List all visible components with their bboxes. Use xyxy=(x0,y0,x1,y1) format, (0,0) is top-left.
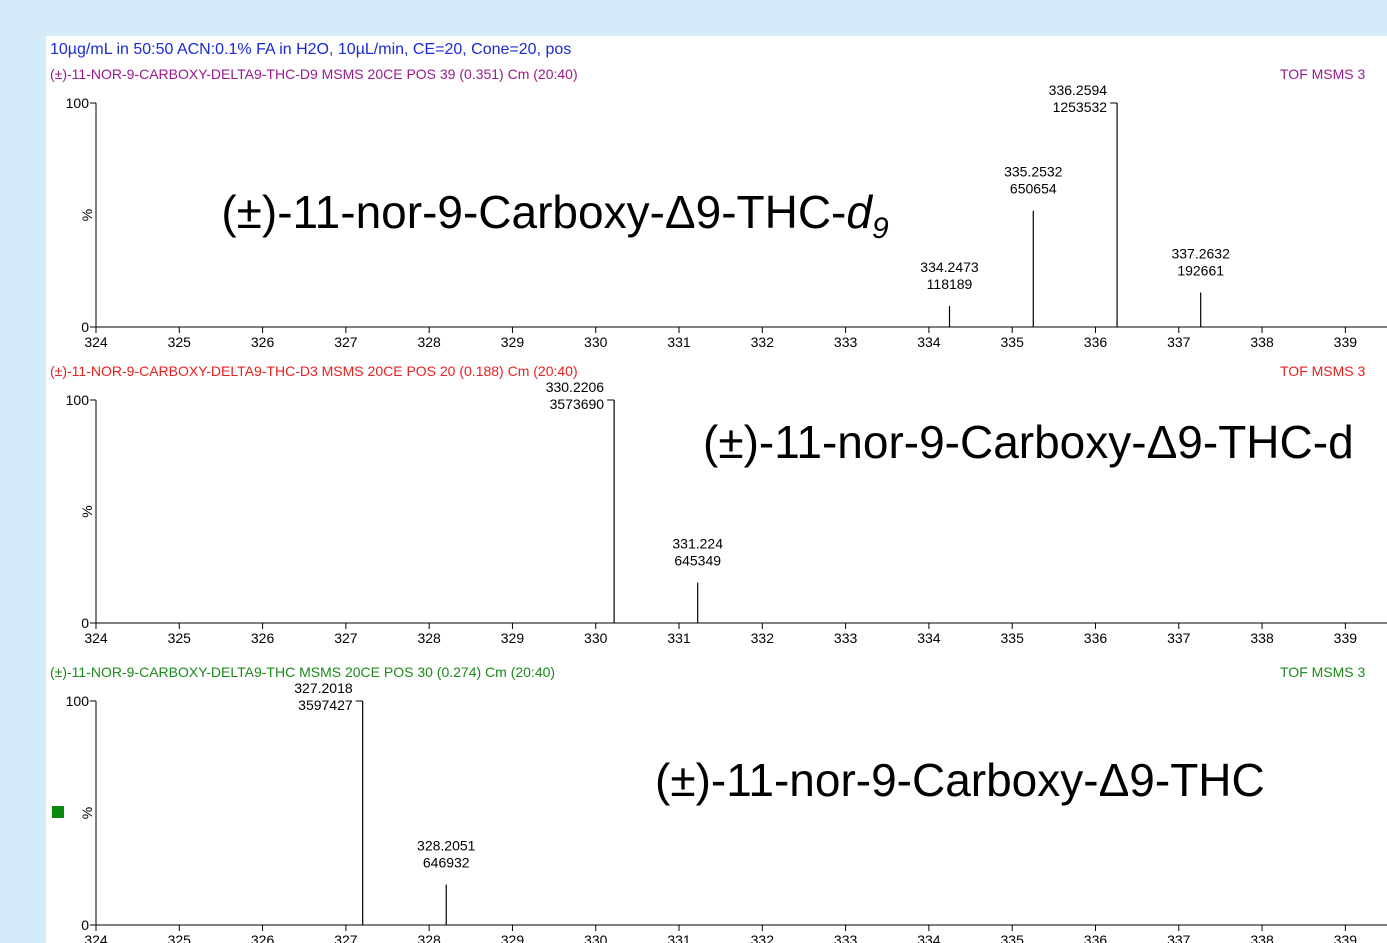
panel-title: (±)-11-NOR-9-CARBOXY-DELTA9-THC-D9 MSMS … xyxy=(50,66,578,82)
x-tick-label: 332 xyxy=(751,630,775,646)
y-tick-label: 100 xyxy=(66,95,90,111)
peak-intensity: 118189 xyxy=(927,276,973,292)
x-tick-label: 324 xyxy=(84,334,108,350)
x-tick-label: 328 xyxy=(417,630,441,646)
x-tick-label: 324 xyxy=(84,932,108,943)
instrument: TOF MSMS 3 xyxy=(1280,664,1366,680)
x-tick-label: 325 xyxy=(168,334,192,350)
x-tick-label: 337 xyxy=(1167,334,1191,350)
peak-mz: 336.2594 xyxy=(1049,82,1108,98)
x-tick-label: 326 xyxy=(251,630,275,646)
y-tick-label: 0 xyxy=(81,319,89,335)
peak-intensity: 192661 xyxy=(1177,263,1224,279)
x-tick-label: 332 xyxy=(751,932,775,943)
peak-intensity: 3573690 xyxy=(550,396,605,412)
x-tick-label: 334 xyxy=(917,630,941,646)
peak-mz: 335.2532 xyxy=(1004,164,1063,180)
x-tick-label: 328 xyxy=(417,932,441,943)
x-tick-label: 336 xyxy=(1084,630,1108,646)
peak-intensity: 650654 xyxy=(1010,181,1057,197)
x-tick-label: 334 xyxy=(917,334,941,350)
x-tick-label: 337 xyxy=(1167,932,1191,943)
peak-intensity: 1253532 xyxy=(1053,99,1108,115)
annotation-text: (±)-11-nor-9-Carboxy-Δ9-THC-d xyxy=(703,416,1354,468)
x-tick-label: 333 xyxy=(834,932,858,943)
header: 10µg/mL in 50:50 ACN:0.1% FA in H2O, 10µ… xyxy=(50,41,571,58)
peak-mz: 330.2206 xyxy=(546,379,605,395)
x-tick-label: 330 xyxy=(584,334,608,350)
y-tick-label: 100 xyxy=(66,693,90,709)
marker-square xyxy=(52,806,64,818)
peak-intensity: 3597427 xyxy=(298,697,353,713)
plot-area xyxy=(46,36,1387,943)
annotation-subscript: 9 xyxy=(872,212,889,245)
x-tick-label: 329 xyxy=(501,334,525,350)
y-tick-label: 0 xyxy=(81,917,89,933)
instrument: TOF MSMS 3 xyxy=(1280,363,1366,379)
annotation-text: (±)-11-nor-9-Carboxy-Δ9-THC xyxy=(655,754,1265,806)
x-tick-label: 338 xyxy=(1250,334,1274,350)
x-tick-label: 336 xyxy=(1084,932,1108,943)
x-tick-label: 336 xyxy=(1084,334,1108,350)
peak-mz: 334.2473 xyxy=(920,259,979,275)
peak-mz: 327.2018 xyxy=(294,680,353,696)
y-axis-label: % xyxy=(79,807,95,819)
x-tick-label: 327 xyxy=(334,334,358,350)
panel-title: (±)-11-NOR-9-CARBOXY-DELTA9-THC-D3 MSMS … xyxy=(50,363,578,379)
x-tick-label: 327 xyxy=(334,630,358,646)
y-tick-label: 0 xyxy=(81,615,89,631)
x-tick-label: 338 xyxy=(1250,932,1274,943)
x-tick-label: 339 xyxy=(1334,334,1358,350)
x-tick-label: 335 xyxy=(1001,334,1025,350)
x-tick-label: 330 xyxy=(584,630,608,646)
y-axis-label: % xyxy=(79,209,95,221)
x-tick-label: 331 xyxy=(667,932,691,943)
x-tick-label: 327 xyxy=(334,932,358,943)
x-tick-label: 337 xyxy=(1167,630,1191,646)
annotation-suffix: d xyxy=(846,186,873,238)
instrument: TOF MSMS 3 xyxy=(1280,66,1366,82)
x-tick-label: 331 xyxy=(667,630,691,646)
peak-intensity: 645349 xyxy=(674,553,721,569)
x-tick-label: 329 xyxy=(501,630,525,646)
x-tick-label: 339 xyxy=(1334,932,1358,943)
peak-mz: 331.224 xyxy=(672,536,723,552)
peak-mz: 328.2051 xyxy=(417,838,476,854)
x-tick-label: 324 xyxy=(84,630,108,646)
y-axis-label: % xyxy=(79,505,95,517)
x-tick-label: 325 xyxy=(168,932,192,943)
peak-mz: 337.2632 xyxy=(1171,246,1230,262)
x-tick-label: 330 xyxy=(584,932,608,943)
compound-annotation: (±)-11-nor-9-Carboxy-Δ9-THC-d xyxy=(703,416,1354,468)
annotation-text: (±)-11-nor-9-Carboxy-Δ9-THC- xyxy=(221,186,846,238)
x-tick-label: 339 xyxy=(1334,630,1358,646)
x-tick-label: 331 xyxy=(667,334,691,350)
x-tick-label: 333 xyxy=(834,630,858,646)
x-tick-label: 328 xyxy=(417,334,441,350)
x-tick-label: 329 xyxy=(501,932,525,943)
x-tick-label: 326 xyxy=(251,334,275,350)
x-tick-label: 332 xyxy=(751,334,775,350)
compound-annotation: (±)-11-nor-9-Carboxy-Δ9-THC-d9 xyxy=(221,186,889,245)
x-tick-label: 335 xyxy=(1001,932,1025,943)
x-tick-label: 326 xyxy=(251,932,275,943)
y-tick-label: 100 xyxy=(66,392,90,408)
x-tick-label: 338 xyxy=(1250,630,1274,646)
x-tick-label: 335 xyxy=(1001,630,1025,646)
x-tick-label: 333 xyxy=(834,334,858,350)
peak-intensity: 646932 xyxy=(423,855,470,871)
panel-title: (±)-11-NOR-9-CARBOXY-DELTA9-THC MSMS 20C… xyxy=(50,664,555,680)
x-tick-label: 325 xyxy=(168,630,192,646)
compound-annotation: (±)-11-nor-9-Carboxy-Δ9-THC xyxy=(655,754,1265,806)
x-tick-label: 334 xyxy=(917,932,941,943)
